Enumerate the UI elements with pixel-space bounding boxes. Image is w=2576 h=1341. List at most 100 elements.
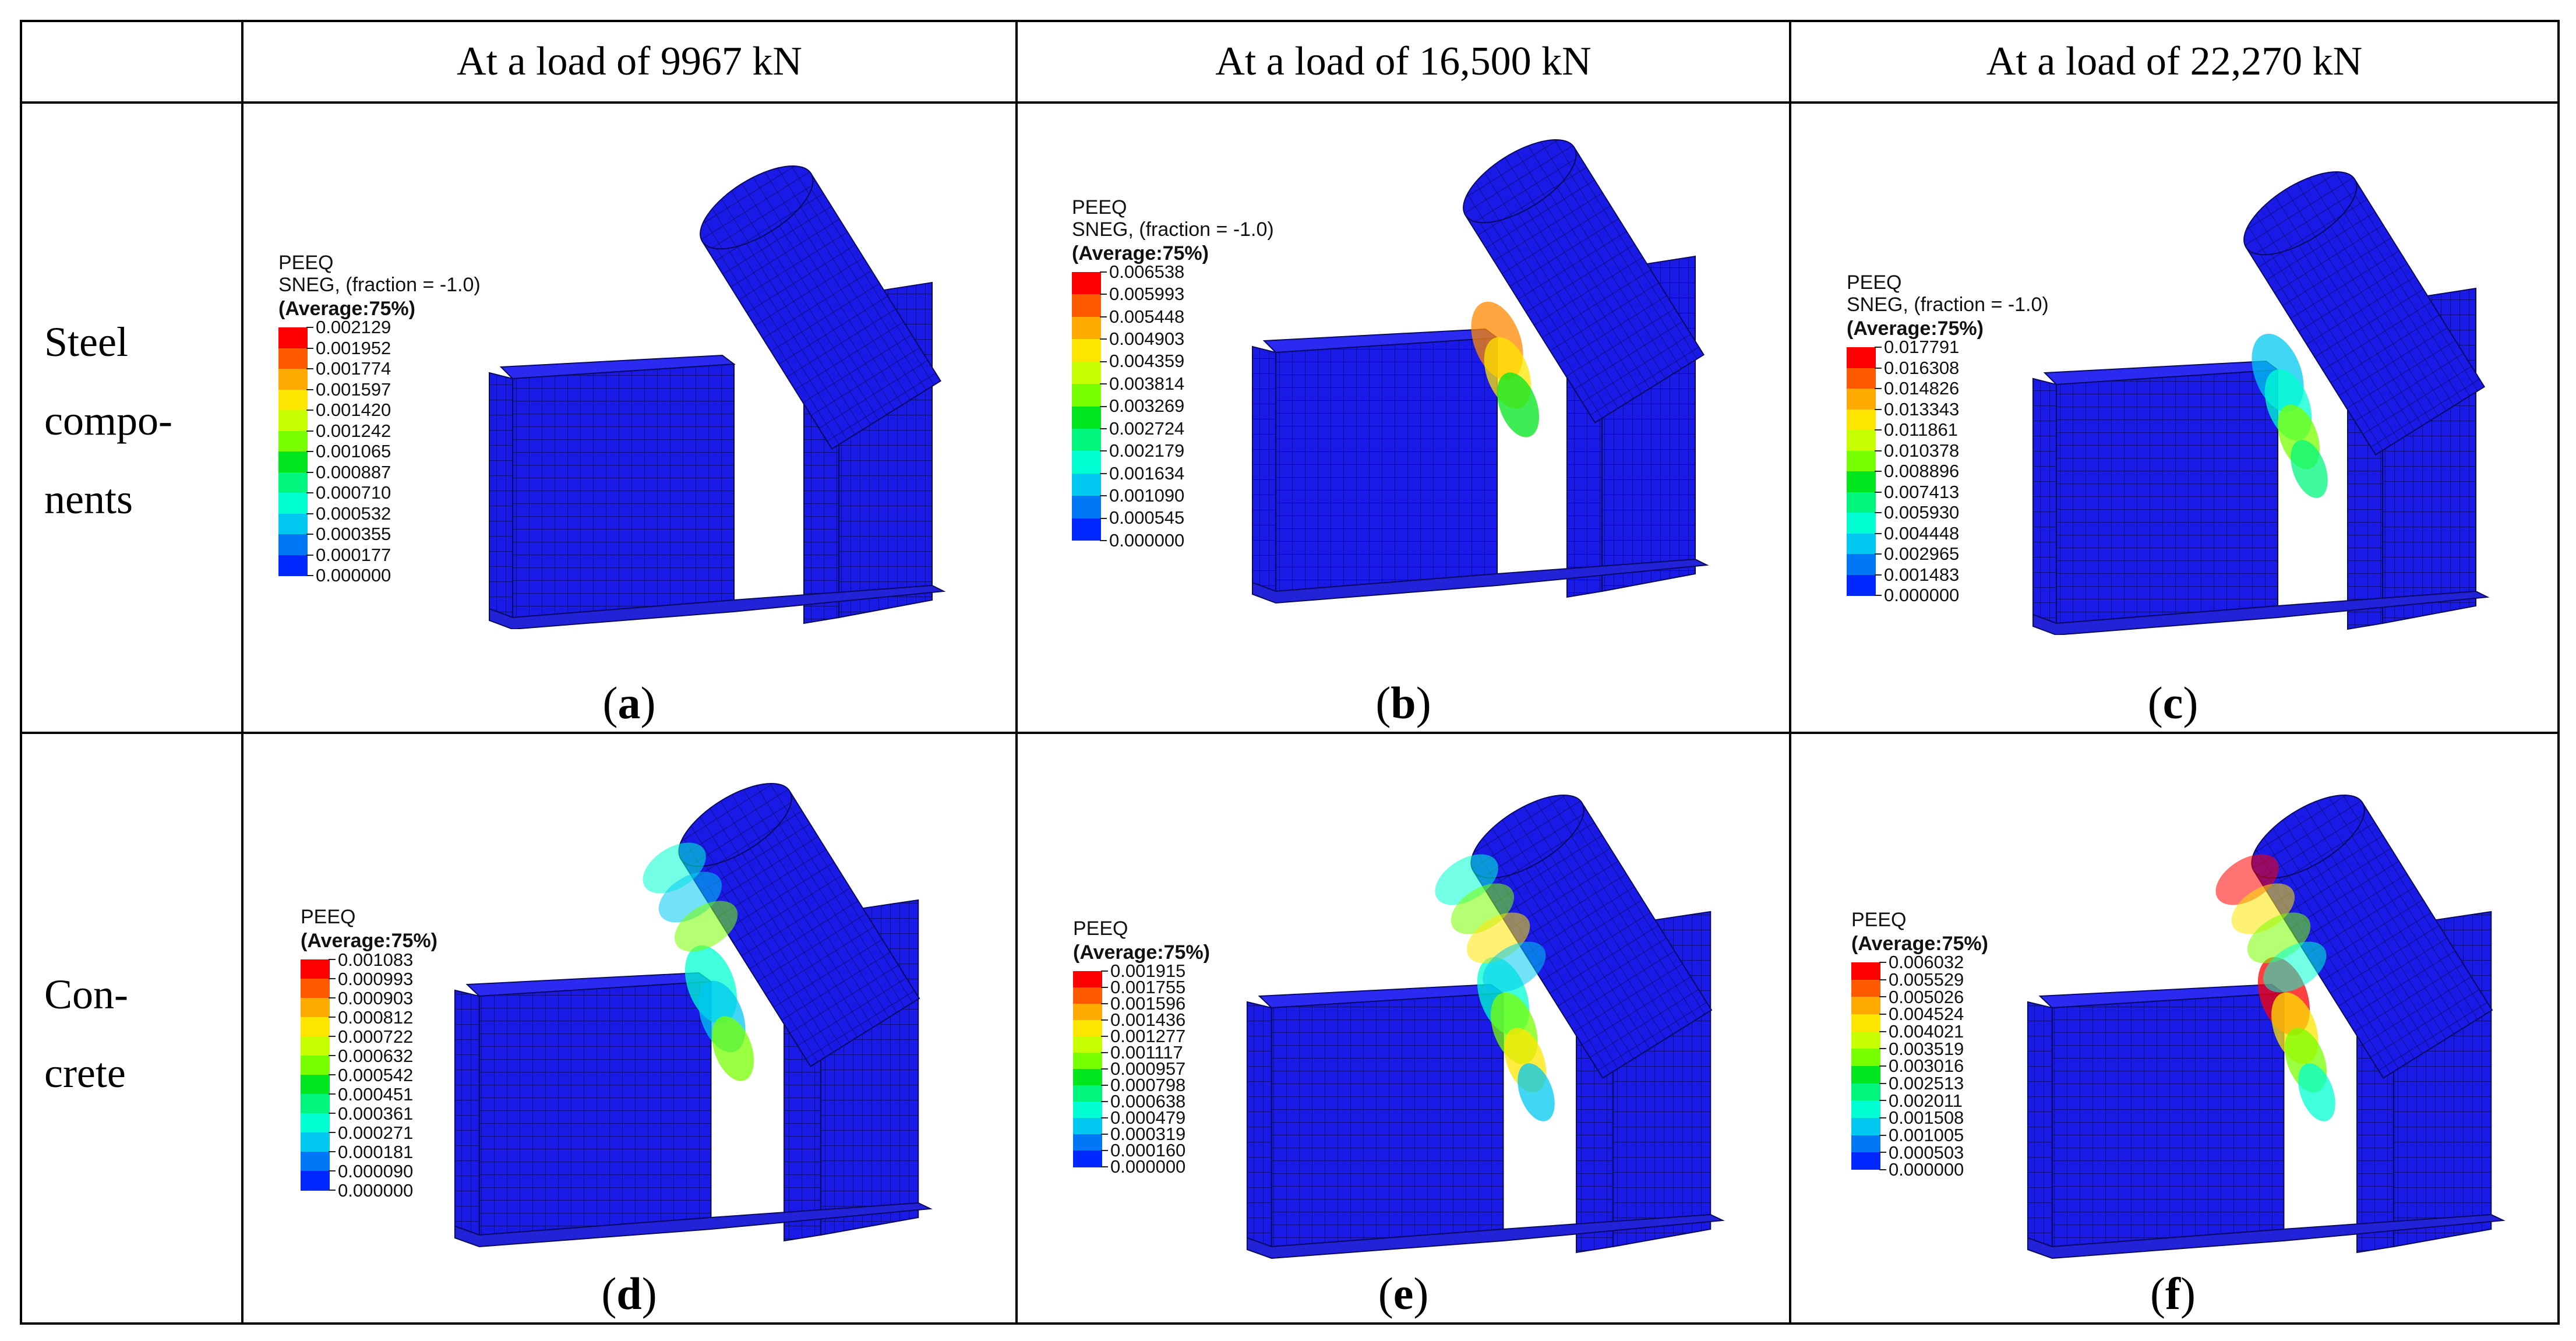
legend-swatch (278, 369, 308, 390)
legend-d: PEEQ (Average:75%) 0.001083 0.000993 0.000… (301, 906, 437, 1200)
legend-swatch (1073, 1020, 1102, 1037)
legend-tick (1100, 472, 1107, 474)
legend-values: 0.006538 0.005993 0.005448 0.004903 0.004359… (1109, 261, 1184, 552)
legend-swatch (1847, 471, 1876, 492)
legend-b-average: (Average:75%) (1072, 242, 1209, 264)
legend-f-scale: 0.006032 0.005529 0.005026 0.004524 0.004021… (1851, 953, 1988, 1178)
legend-tick (329, 1036, 336, 1037)
legend-value: 0.000957 (1110, 1058, 1186, 1079)
legend-value: 0.002513 (1889, 1072, 1964, 1093)
legend-value: 0.000887 (316, 461, 391, 482)
legend-tick (1879, 1048, 1886, 1050)
row-label-steel-line1: Steel (44, 319, 128, 365)
legend-tick (306, 471, 313, 473)
legend-swatch (278, 410, 308, 431)
legend-value: 0.000638 (1110, 1091, 1186, 1111)
legend-value: 0.001005 (1889, 1124, 1964, 1145)
legend-tick (1100, 517, 1107, 519)
legend-value: 0.010378 (1884, 440, 1960, 461)
legend-swatch (301, 1036, 330, 1056)
legend-tick (306, 347, 313, 349)
legend-tick (1100, 405, 1107, 407)
legend-swatch (301, 1113, 330, 1133)
legend-value: 0.005529 (1889, 969, 1964, 990)
legend-tick (329, 1093, 336, 1095)
legend-f-average: (Average:75%) (1851, 933, 1988, 955)
fea-render-c (2032, 171, 2490, 635)
legend-b: PEEQ SNEG, (fraction = -1.0) (Average:75… (1072, 196, 1274, 550)
legend-value: 0.001117 (1110, 1042, 1183, 1063)
legend-swatch (1847, 368, 1876, 389)
legend-tick (306, 368, 313, 369)
legend-swatch (1072, 272, 1101, 295)
legend-tick (306, 554, 313, 556)
legend-swatch (278, 534, 308, 555)
column-header-1: At a load of 9967 kN (457, 39, 802, 84)
legend-c-title: PEEQ (1847, 271, 1902, 294)
legend-swatch (278, 327, 308, 348)
legend-value: 0.001090 (1109, 485, 1185, 506)
legend-value: 0.000451 (338, 1084, 414, 1104)
legend-swatch (1851, 1049, 1880, 1067)
legend-value: 0.000160 (1110, 1140, 1186, 1160)
legend-swatch (1072, 518, 1101, 541)
legend-swatch (1851, 1118, 1880, 1136)
legend-value: 0.002724 (1109, 418, 1185, 439)
legend-a: PEEQ SNEG, (fraction = -1.0) (Average:75… (278, 252, 481, 585)
legend-value: 0.000903 (338, 987, 414, 1008)
legend-tick (329, 959, 336, 960)
row-label-concrete-line2: crete (44, 1050, 126, 1096)
legend-swatch (1851, 1100, 1880, 1118)
legend-tick (306, 451, 313, 452)
column-header-3: At a load of 22,270 kN (1986, 39, 2363, 84)
legend-swatch (278, 472, 308, 493)
legend-tick (1100, 540, 1107, 541)
legend-tick (1100, 361, 1107, 362)
legend-value: 0.001083 (338, 949, 414, 970)
legend-swatch (1072, 384, 1101, 407)
legend-d-average: (Average:75%) (301, 930, 437, 952)
legend-swatch (1073, 1085, 1102, 1102)
fea-render-d (454, 782, 933, 1248)
legend-b-title: PEEQ (1072, 196, 1127, 218)
legend-swatch (1073, 1053, 1102, 1070)
legend-tick (1101, 1036, 1108, 1037)
mesh-model (489, 165, 946, 629)
legend-b-subtitle: SNEG, (fraction = -1.0) (1072, 218, 1274, 241)
legend-value: 0.001483 (1884, 564, 1960, 585)
legend-tick (1875, 574, 1882, 576)
legend-swatch (1073, 1036, 1102, 1053)
legend-value: 0.000503 (1889, 1142, 1964, 1163)
legend-swatch (1847, 430, 1876, 451)
legend-value: 0.000000 (316, 565, 391, 586)
legend-value: 0.000181 (338, 1141, 414, 1162)
row-label-concrete-line1: Con- (44, 971, 128, 1018)
legend-swatch (1072, 361, 1101, 384)
legend-tick (1101, 1101, 1108, 1102)
legend-tick (1100, 495, 1107, 497)
legend-value: 0.005930 (1884, 502, 1960, 523)
legend-tick (1100, 338, 1107, 340)
legend-swatch (301, 1056, 330, 1075)
legend-swatch (301, 979, 330, 998)
legend-values: 0.001083 0.000993 0.000903 0.000812 0.000722… (338, 950, 413, 1200)
legend-swatch (278, 493, 308, 514)
legend-tick (306, 389, 313, 390)
legend-value: 0.002129 (316, 317, 391, 338)
legend-tick (1100, 294, 1107, 295)
legend-tick (1875, 367, 1882, 369)
column-header-2: At a load of 16,500 kN (1215, 39, 1592, 84)
legend-tick (306, 410, 313, 411)
legend-value: 0.001915 (1110, 961, 1186, 981)
legend-swatch (1073, 1004, 1102, 1021)
legend-swatch (1851, 1135, 1880, 1153)
fea-render-f (2027, 794, 2506, 1259)
mesh-model (1246, 794, 1725, 1259)
legend-swatch (1072, 406, 1101, 429)
legend-value: 0.003016 (1889, 1056, 1964, 1077)
legend-d-scale: 0.001083 0.000993 0.000903 0.000812 0.000722… (301, 950, 437, 1200)
legend-tick (1100, 316, 1107, 317)
legend-swatch (301, 1132, 330, 1152)
legend-value: 0.001774 (316, 358, 391, 379)
legend-tick (1875, 429, 1882, 430)
